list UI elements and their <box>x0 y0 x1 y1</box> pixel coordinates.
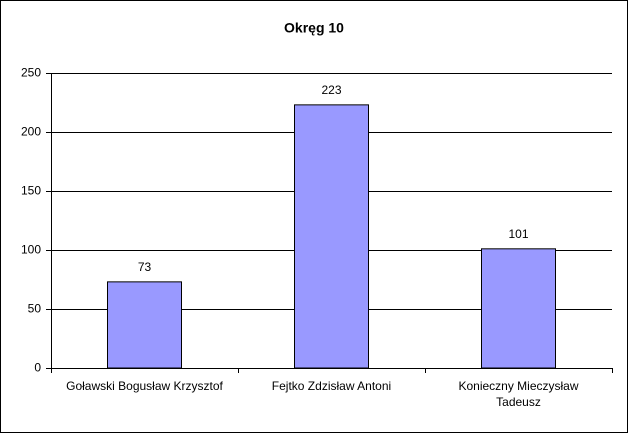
bar <box>107 281 182 369</box>
y-tick-label: 0 <box>34 361 41 375</box>
value-label: 223 <box>321 83 341 97</box>
y-tick-label: 50 <box>28 302 42 316</box>
bar <box>294 104 369 369</box>
y-tick-label: 100 <box>21 243 41 257</box>
value-label: 73 <box>138 260 152 274</box>
bar <box>481 248 556 369</box>
y-tick-label: 200 <box>21 125 41 139</box>
x-tick-label: Konieczny Mieczysław Tadeusz <box>458 379 579 409</box>
x-tick-label: Goławski Bogusław Krzysztof <box>66 379 223 393</box>
y-tick-label: 250 <box>21 66 41 80</box>
x-tick-label: Fejtko Zdzisław Antoni <box>271 379 392 393</box>
value-label: 101 <box>508 227 528 241</box>
y-tick-label: 150 <box>21 184 41 198</box>
chart-title: Okręg 10 <box>284 20 344 36</box>
